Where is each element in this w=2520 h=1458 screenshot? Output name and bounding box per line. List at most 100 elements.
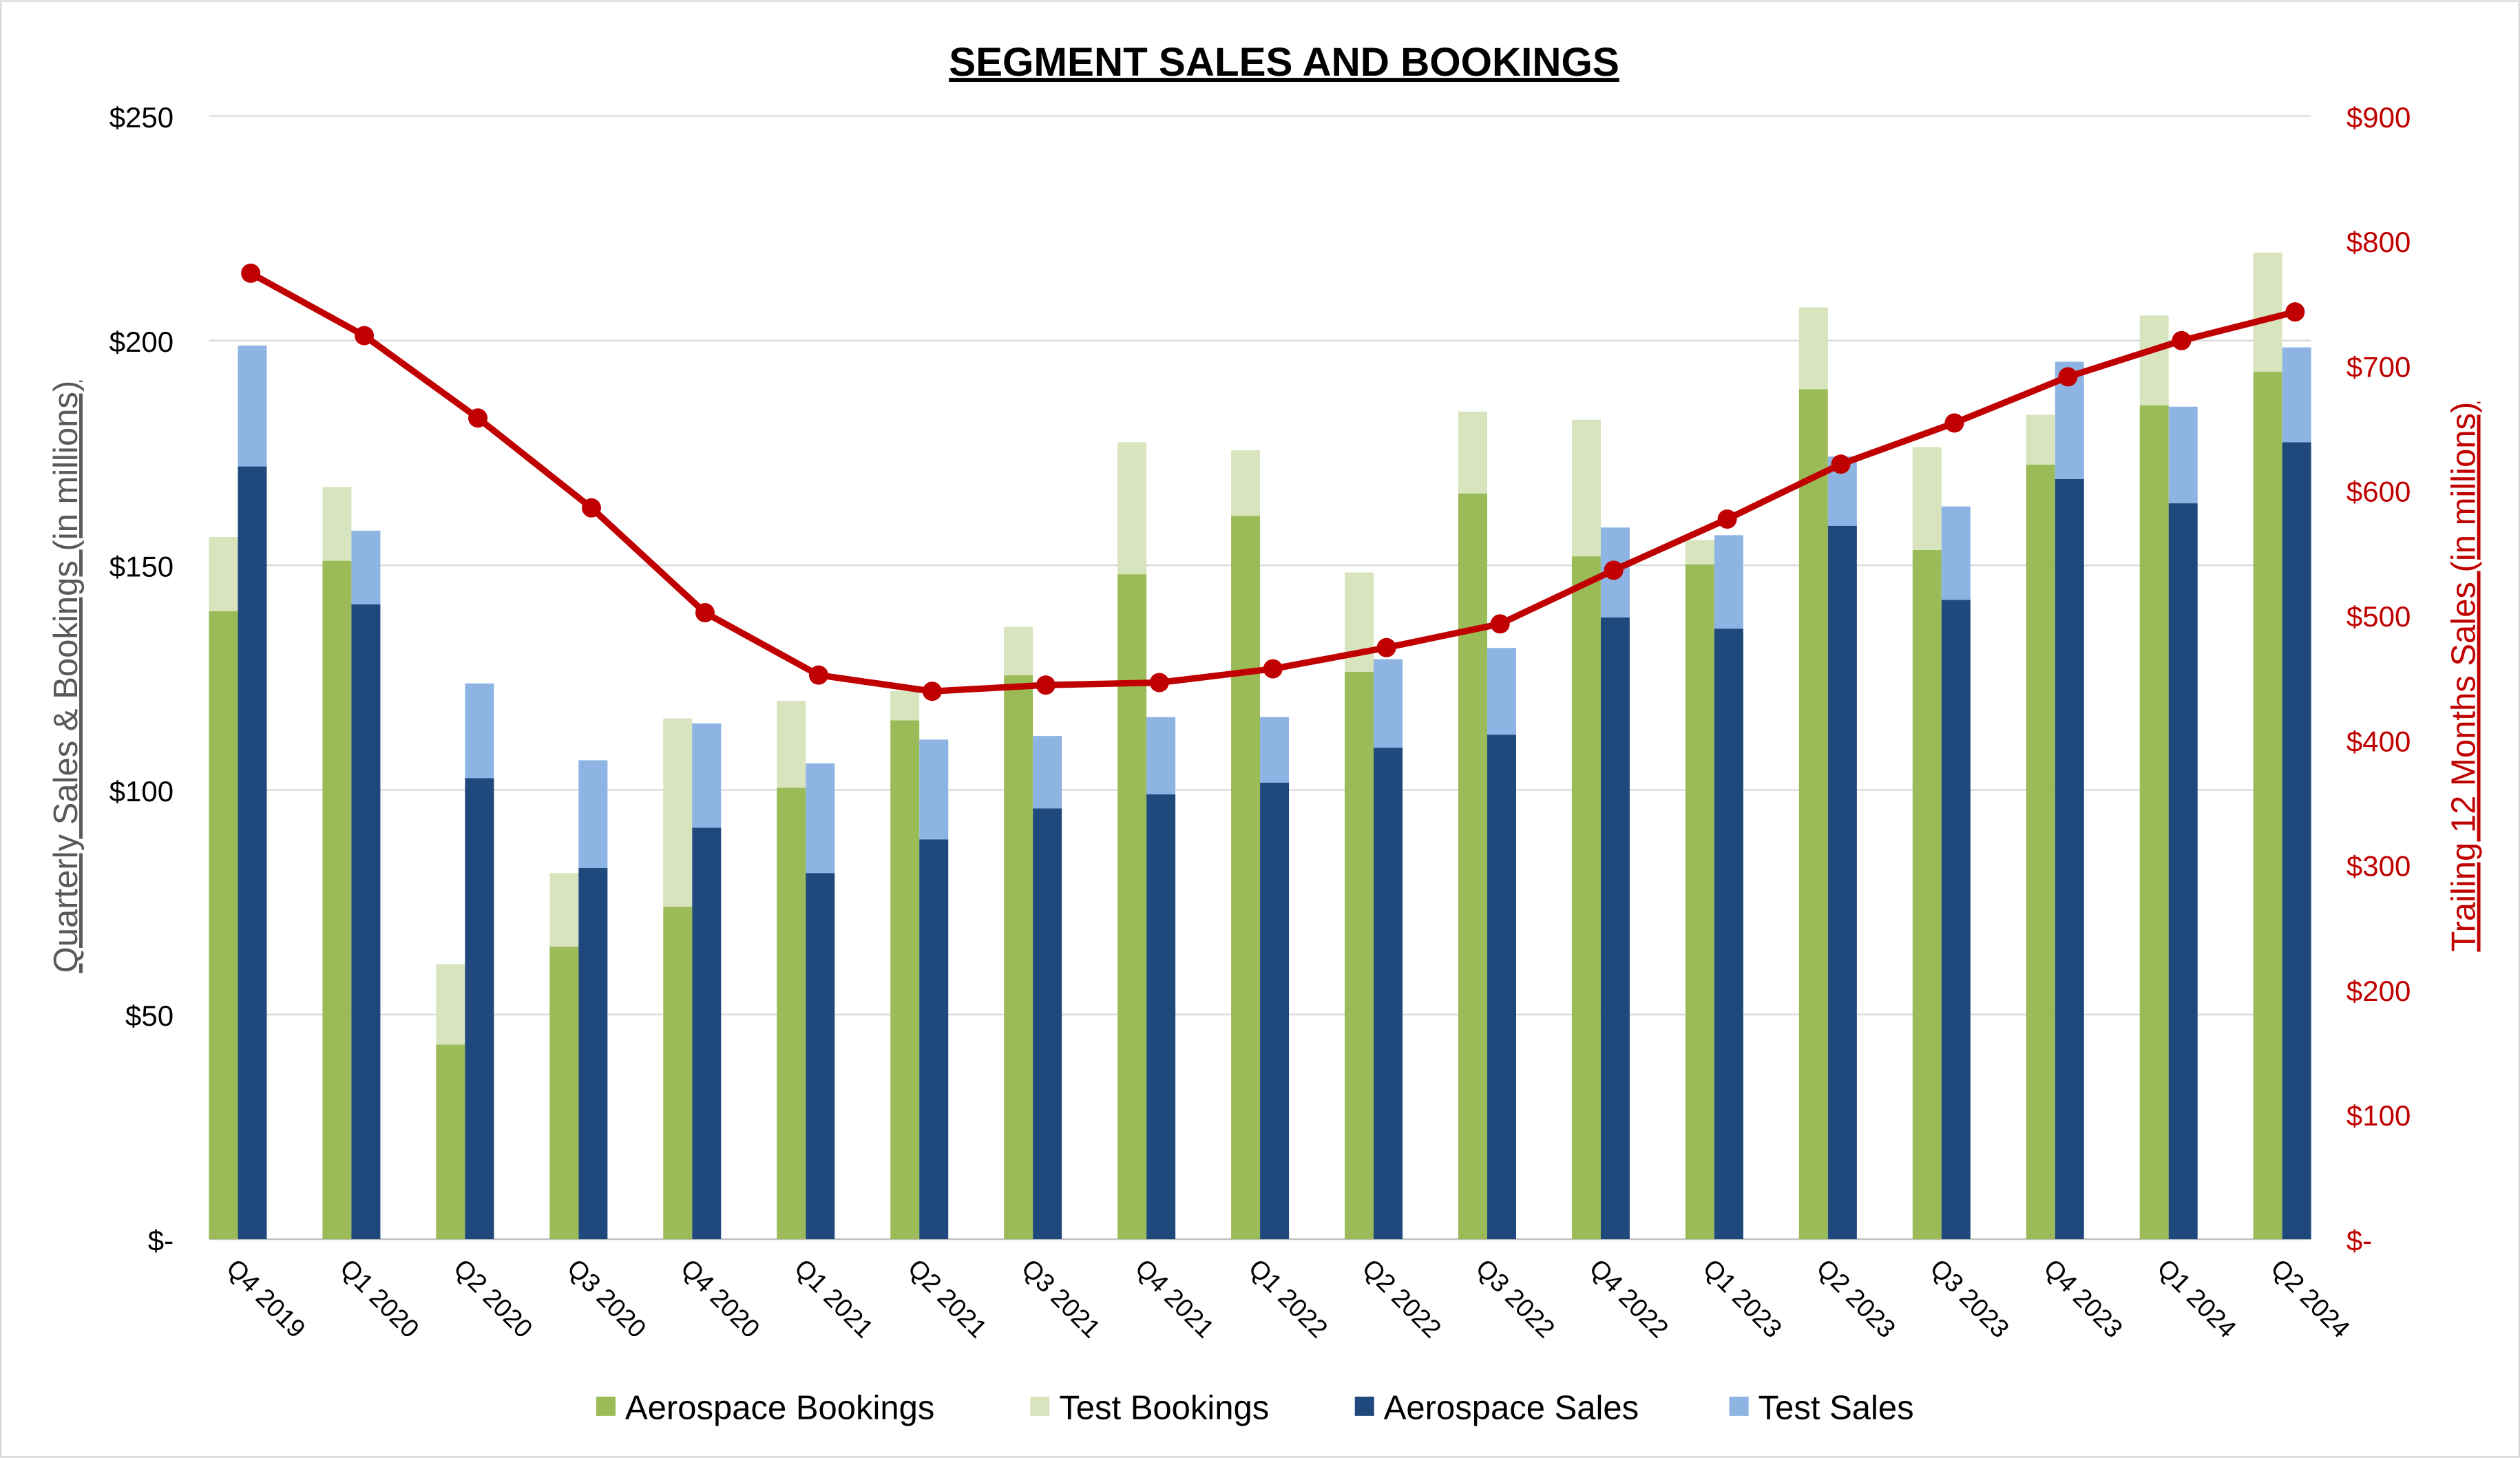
- y-tick-label: $-: [148, 1224, 174, 1256]
- bar-aerospace-sales: [1146, 794, 1176, 1240]
- y-tick-label: $150: [109, 550, 174, 582]
- bar-test-sales: [465, 683, 494, 779]
- bar-test-sales: [1941, 506, 1971, 600]
- line-point: [1604, 560, 1624, 580]
- bar-aerospace-sales: [578, 868, 608, 1240]
- bar-test-bookings: [1912, 447, 1942, 550]
- line-point: [1376, 637, 1396, 657]
- bar-aerospace-bookings: [663, 907, 693, 1240]
- y-tick-label: $200: [109, 326, 174, 358]
- legend-swatch: [596, 1396, 616, 1416]
- legend-label: Test Sales: [1758, 1390, 1914, 1427]
- bar-test-bookings: [1004, 626, 1033, 676]
- bar-test-sales: [1146, 717, 1176, 794]
- bar-test-bookings: [549, 873, 579, 947]
- bar-test-bookings: [890, 690, 920, 721]
- bar-aerospace-bookings: [890, 720, 920, 1240]
- bar-aerospace-bookings: [777, 788, 806, 1240]
- chart-title: SEGMENT SALES AND BOOKINGS: [949, 40, 1619, 85]
- bar-test-sales: [1714, 535, 1743, 629]
- bar-aerospace-bookings: [1798, 389, 1828, 1240]
- bar-aerospace-bookings: [1685, 564, 1714, 1240]
- bar-test-bookings: [209, 537, 238, 611]
- y2-tick-label: $100: [2346, 1099, 2411, 1132]
- bar-aerospace-bookings: [1231, 516, 1261, 1240]
- legend-swatch: [1030, 1396, 1050, 1416]
- line-point: [695, 603, 715, 623]
- bar-test-bookings: [1231, 450, 1261, 516]
- line-point: [2058, 367, 2078, 387]
- bar-test-sales: [919, 739, 949, 840]
- y-axis-label: Quarterly Sales & Bookings (in millions): [48, 381, 85, 973]
- bar-test-sales: [1033, 736, 1062, 809]
- bar-test-sales: [692, 723, 722, 828]
- line-point: [1263, 659, 1283, 679]
- bar-test-bookings: [1458, 411, 1487, 494]
- bar-aerospace-sales: [919, 839, 949, 1240]
- bar-aerospace-sales: [1941, 600, 1971, 1240]
- bar-test-bookings: [663, 718, 693, 907]
- line-point: [241, 263, 261, 283]
- bar-aerospace-bookings: [1004, 675, 1033, 1240]
- bar-test-sales: [351, 530, 381, 604]
- bar-test-sales: [1487, 648, 1516, 735]
- bar-aerospace-sales: [465, 778, 494, 1240]
- line-point: [1717, 509, 1737, 529]
- bar-aerospace-bookings: [1117, 574, 1147, 1240]
- y2-axis-label: Trailing 12 Months Sales (in millions): [2446, 402, 2483, 952]
- y2-tick-label: $400: [2346, 725, 2411, 757]
- line-point: [2172, 330, 2192, 350]
- bar-aerospace-sales: [351, 604, 381, 1240]
- bar-test-sales: [1260, 717, 1290, 783]
- bar-aerospace-sales: [2055, 478, 2084, 1240]
- y2-tick-label: $800: [2346, 226, 2411, 258]
- bar-test-sales: [578, 760, 608, 869]
- bar-aerospace-bookings: [1912, 549, 1942, 1240]
- bar-test-bookings: [2253, 252, 2282, 372]
- bar-aerospace-bookings: [436, 1044, 465, 1240]
- bar-test-bookings: [1685, 540, 1714, 564]
- bar-aerospace-bookings: [2139, 405, 2169, 1240]
- bar-aerospace-sales: [692, 827, 722, 1240]
- legend-label: Aerospace Bookings: [625, 1390, 934, 1427]
- bar-test-bookings: [1117, 442, 1147, 575]
- bar-test-bookings: [2139, 315, 2169, 405]
- line-point: [468, 408, 488, 428]
- y2-tick-label: $600: [2346, 476, 2411, 508]
- bar-test-bookings: [2026, 414, 2055, 465]
- bar-test-bookings: [1798, 307, 1828, 390]
- bar-aerospace-bookings: [2253, 371, 2282, 1240]
- y2-tick-label: $900: [2346, 101, 2411, 134]
- y2-tick-label: $500: [2346, 600, 2411, 633]
- bar-aerospace-sales: [1827, 525, 1857, 1240]
- legend-label: Test Bookings: [1059, 1390, 1269, 1427]
- bar-test-bookings: [322, 487, 352, 561]
- line-point: [922, 682, 942, 701]
- bar-test-sales: [2282, 347, 2311, 443]
- bar-aerospace-sales: [2168, 503, 2198, 1240]
- line-point: [1490, 614, 1510, 634]
- bar-aerospace-bookings: [1458, 493, 1487, 1240]
- bar-aerospace-bookings: [209, 611, 238, 1240]
- y2-tick-label: $300: [2346, 850, 2411, 883]
- bar-aerospace-bookings: [2026, 464, 2055, 1240]
- bar-aerospace-bookings: [1571, 556, 1601, 1240]
- legend-swatch: [1354, 1396, 1374, 1416]
- line-point: [808, 665, 828, 685]
- y2-tick-label: $-: [2346, 1224, 2372, 1256]
- bar-test-bookings: [777, 701, 806, 788]
- y-tick-label: $100: [109, 775, 174, 807]
- y2-tick-label: $700: [2346, 350, 2411, 383]
- legend-swatch: [1729, 1396, 1749, 1416]
- bar-aerospace-bookings: [1345, 671, 1374, 1240]
- bar-aerospace-sales: [1600, 617, 1630, 1240]
- bar-test-bookings: [1571, 419, 1601, 557]
- bar-aerospace-sales: [1714, 628, 1743, 1240]
- bar-test-sales: [1374, 659, 1403, 748]
- bar-test-sales: [806, 763, 835, 874]
- line-point: [1036, 675, 1056, 695]
- bar-test-sales: [238, 346, 267, 467]
- line-point: [1831, 454, 1851, 474]
- bar-aerospace-sales: [1033, 808, 1062, 1240]
